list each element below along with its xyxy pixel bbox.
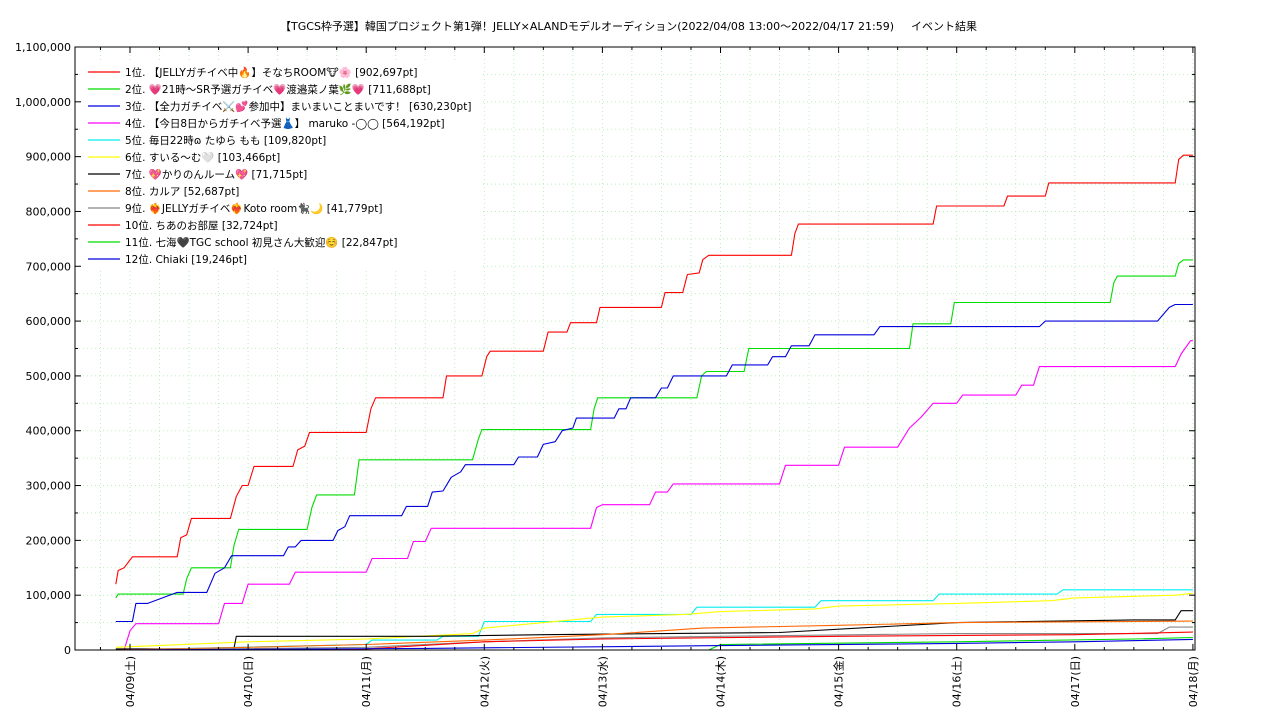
y-tick-label: 300,000 — [26, 480, 72, 493]
series-line — [115, 259, 1193, 599]
legend-entry: 8位. カルア [52,687pt] — [125, 185, 239, 198]
legend-entry: 3位. 【全力ガチイベ⚔️💕参加中】まいまいことまいです！ [630,230pt… — [125, 100, 471, 113]
x-tick-label: 04/15(金) — [832, 656, 846, 707]
series-line — [115, 610, 1193, 650]
x-tick-label: 04/16(土) — [951, 656, 964, 707]
x-tick-label: 04/12(火) — [478, 656, 491, 707]
legend-entry: 5位. 毎日22時ɷ たゆら もも [109,820pt] — [125, 134, 326, 147]
legend: 1位. 【JELLYガチイベ中🔥】そなちROOM🐮🌸 [902,697pt] 2位… — [82, 62, 482, 268]
y-tick-label: 1,100,000 — [15, 41, 71, 54]
y-tick-label: 600,000 — [26, 315, 72, 328]
x-tick-label: 04/11(月) — [360, 656, 373, 707]
series-line — [115, 303, 1193, 623]
x-tick-label: 04/18(月) — [1187, 656, 1200, 707]
series-line — [115, 589, 1193, 651]
y-tick-label: 800,000 — [26, 205, 72, 218]
legend-entry: 11位. 七海🖤TGC school 初見さん大歓迎☺️ [22,847pt] — [125, 236, 397, 249]
axis-layer: 0 100,000 200,000 300,000 400,000 500,000 600,… — [15, 41, 1200, 707]
legend-entry: 12位. Chiaki [19,246pt] — [125, 253, 247, 266]
y-tick-label: 1,000,000 — [15, 96, 71, 109]
y-tick-label: 400,000 — [26, 425, 72, 438]
y-tick-label: 700,000 — [26, 260, 72, 273]
legend-entry: 7位. 💖かりのんルーム💖 [71,715pt] — [125, 168, 307, 181]
legend-entry: 6位. すいる〜む🤍 [103,466pt] — [125, 151, 280, 164]
y-tick-label: 500,000 — [26, 370, 72, 383]
chart-subtitle: イベント結果 — [911, 19, 977, 33]
x-tick-label: 04/10(日) — [242, 656, 255, 707]
series-line — [115, 154, 1193, 585]
y-tick-label: 100,000 — [26, 589, 72, 602]
legend-entry: 4位. 【今日8日からガチイベ予選👗】 maruko -◯◯ [564,192p… — [125, 117, 445, 130]
y-tick-label: 900,000 — [26, 151, 72, 164]
y-tick-label: 200,000 — [26, 534, 72, 547]
y-tick-label: 0 — [64, 644, 71, 657]
legend-background — [82, 62, 482, 268]
series-line — [123, 340, 1193, 651]
legend-entry: 2位. 💗21時〜SR予選ガチイベ💗渡邉菜ノ葉🌿💗 [711,688pt] — [125, 83, 431, 96]
chart-title: 【TGCS枠予選】韓国プロジェクト第1弾！JELLY×ALANDモデルオーディシ… — [280, 19, 894, 33]
series-line — [115, 620, 1193, 651]
legend-entry: 10位. ちあのお部屋 [32,724pt] — [125, 219, 278, 232]
x-tick-label: 04/13(水) — [596, 656, 609, 707]
x-tick-label: 04/17(日) — [1069, 656, 1082, 707]
series-line — [115, 626, 1193, 651]
legend-entry: 1位. 【JELLYガチイベ中🔥】そなちROOM🐮🌸 [902,697pt] — [125, 66, 418, 79]
x-tick-label: 04/09(土) — [124, 656, 137, 707]
x-tick-label: 04/14(木) — [715, 656, 728, 707]
legend-entry: 9位. ❤️‍🔥JELLYガチイベ❤️‍🔥Koto room🐈‍⬛🌙 [41,7… — [125, 202, 382, 215]
